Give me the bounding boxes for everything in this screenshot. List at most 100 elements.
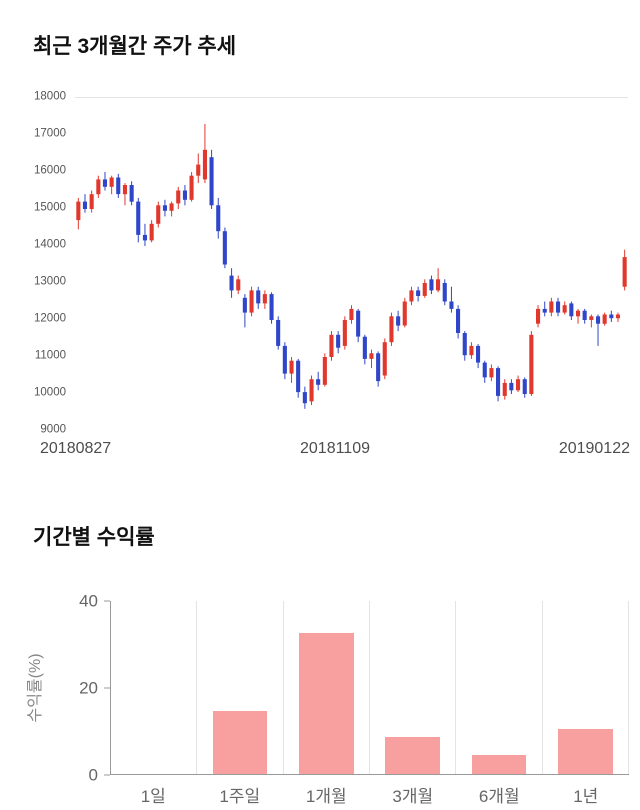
bar-cell: [370, 601, 457, 774]
candle-body: [316, 379, 321, 385]
candle-body: [202, 149, 207, 180]
candle-body: [349, 308, 354, 320]
candle-body: [236, 279, 241, 291]
candlestick-plot: [75, 97, 628, 409]
candle-body: [442, 283, 447, 302]
candle-body: [102, 179, 107, 187]
price-y-tick-label: 13000: [34, 275, 66, 288]
returns-y-tick-mark: [104, 687, 110, 689]
candle-body: [82, 201, 87, 209]
candle-body: [396, 316, 401, 326]
candlestick-chart: 9000 10000 11000 12000 13000 14000 15000 16000 1…: [0, 91, 640, 435]
candle-body: [189, 175, 194, 200]
candle-body: [129, 185, 134, 202]
price-x-axis: 20180827 20181109 20190122: [40, 440, 630, 458]
returns-x-tick-label: 1개월: [305, 787, 347, 806]
candle-body: [76, 201, 81, 221]
candle-body: [556, 301, 561, 313]
returns-x-tick-label: 1일: [140, 787, 166, 806]
price-y-tick-label: 11000: [34, 349, 66, 362]
bar-cell: [543, 601, 629, 774]
price-trend-title: 최근 3개월간 주가 추세: [33, 35, 237, 58]
price-y-axis: 9000 10000 11000 12000 13000 14000 15000 16000 1…: [0, 91, 66, 435]
candle-body: [149, 223, 154, 241]
candle-body: [302, 392, 307, 404]
returns-y-tick-label: 20: [79, 678, 98, 698]
candle-body: [456, 308, 461, 333]
candle-body: [209, 157, 214, 206]
candle-body: [496, 368, 501, 396]
return-bar: [471, 754, 527, 774]
bar-cell: [197, 601, 284, 774]
candle-body: [342, 320, 347, 346]
candle-body: [562, 305, 567, 313]
bar-cell: [111, 601, 198, 774]
candle-body: [409, 290, 414, 302]
returns-x-tick-label: 1년: [573, 787, 599, 806]
price-x-tick-label: 20190122: [558, 440, 630, 457]
candle-body: [476, 345, 481, 363]
candle-body: [329, 334, 334, 357]
candle-body: [622, 257, 627, 287]
returns-x-tick-label: 3개월: [392, 787, 434, 806]
candle-body: [482, 362, 487, 378]
candle-body: [449, 301, 454, 309]
candle-body: [262, 294, 267, 304]
candle-body: [122, 185, 127, 195]
returns-y-tick-marks: [104, 600, 110, 776]
candle-body: [182, 190, 187, 200]
candle-body: [176, 190, 181, 204]
candle-body: [276, 320, 281, 346]
candle-body: [109, 177, 114, 187]
returns-plot: [110, 601, 629, 775]
candle-body: [542, 308, 547, 313]
candle-body: [229, 275, 234, 291]
candle-body: [602, 314, 607, 324]
candle-body: [89, 194, 94, 209]
candle-body: [615, 314, 620, 319]
candle-body: [416, 290, 421, 296]
bar-cell: [284, 601, 370, 774]
price-y-tick-label: 14000: [34, 238, 66, 251]
returns-y-tick-mark: [104, 600, 110, 602]
bar-cell: [456, 601, 543, 774]
candle-body: [516, 379, 521, 391]
candle-body: [369, 353, 374, 359]
candle-body: [536, 308, 541, 324]
returns-x-tick-label: 6개월: [478, 787, 520, 806]
candle-body: [336, 334, 341, 348]
price-y-tick-label: 18000: [34, 90, 66, 103]
candle-body: [249, 290, 254, 313]
candle-body: [429, 279, 434, 291]
candle-body: [362, 336, 367, 359]
candle-body: [609, 314, 614, 319]
return-bar: [212, 711, 268, 774]
candle-body: [356, 310, 361, 337]
price-y-tick-label: 17000: [34, 127, 66, 140]
candle-body: [242, 297, 247, 313]
candle-body: [169, 203, 174, 211]
candle-body: [162, 205, 167, 211]
candle-body: [269, 294, 274, 320]
candle-body: [216, 205, 221, 232]
candle-body: [422, 283, 427, 296]
candle-body: [582, 310, 587, 320]
price-x-tick-label: 20180827: [40, 440, 112, 457]
candle-body: [596, 316, 601, 324]
price-y-tick-label: 15000: [34, 201, 66, 214]
candle-body: [96, 179, 101, 195]
returns-x-axis: 1일 1주일 1개월 3개월 6개월 1년: [110, 782, 629, 807]
price-y-tick-label: 9000: [40, 423, 66, 436]
candle-body: [589, 316, 594, 320]
returns-title: 기간별 수익률: [33, 526, 155, 549]
candle-body: [142, 234, 147, 241]
candle-body: [282, 345, 287, 374]
candle-body: [296, 360, 301, 393]
price-y-tick-label: 10000: [34, 386, 66, 399]
return-bar: [385, 737, 440, 774]
candle-body: [569, 303, 574, 317]
candle-body: [289, 360, 294, 374]
candle-body: [256, 290, 261, 304]
returns-y-axis: 0 20 40: [0, 593, 98, 784]
candle-body: [402, 301, 407, 326]
